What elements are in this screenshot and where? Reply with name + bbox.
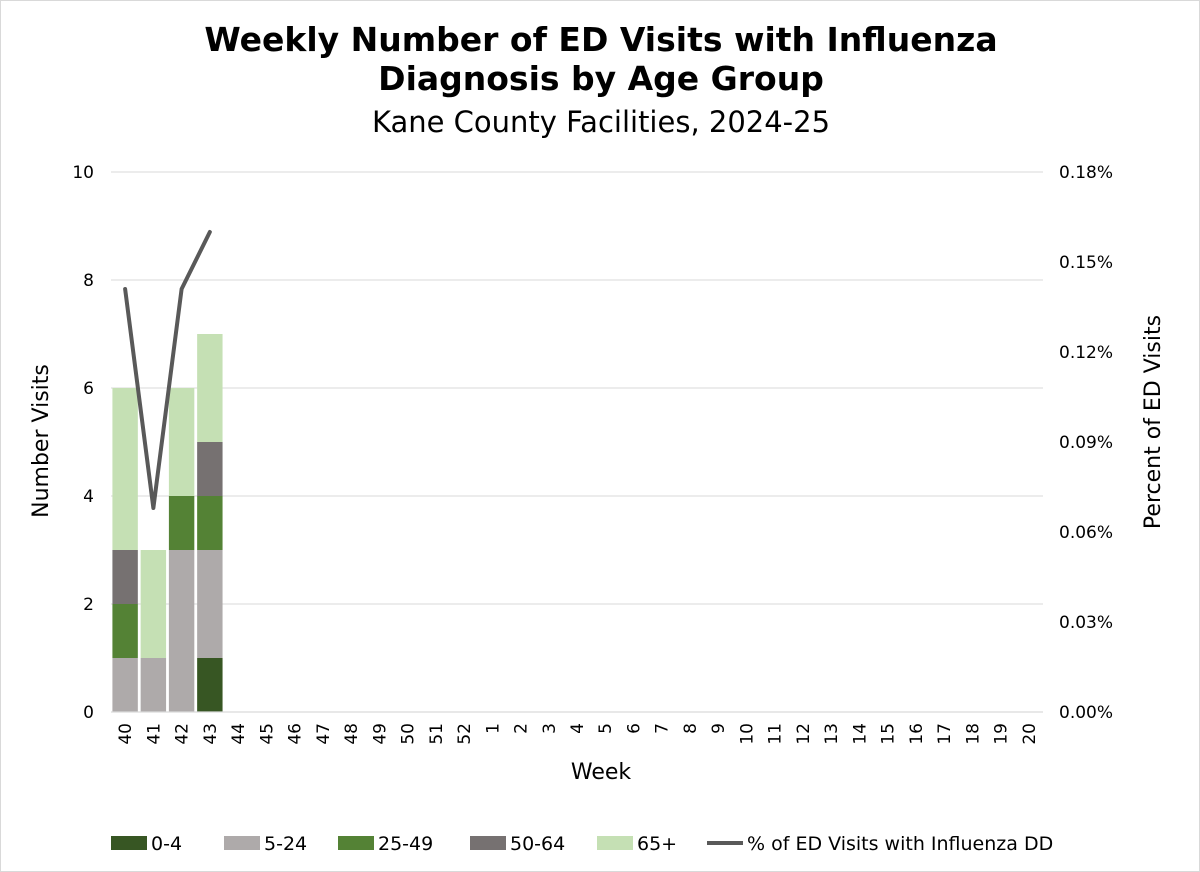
gridlines [111,171,1043,605]
percent-line [123,230,212,510]
y-tick-label: 4 [83,487,94,507]
x-tick-label: 19 [992,723,1012,745]
y2-tick-label: 0.03% [1059,613,1113,633]
x-tick-label: 13 [822,723,842,745]
x-tick-label: 12 [794,723,814,745]
y-axis-title: Number Visits [29,364,54,518]
bar-segment [168,388,195,496]
line-series [123,230,212,510]
y2-tick-label: 0.09% [1059,433,1113,453]
x-tick-label: 42 [173,723,193,745]
x-tick-label: 17 [935,723,955,745]
bar-segment [112,388,138,550]
bar-segment [112,658,138,712]
bar-segment [197,496,223,550]
x-axis-title: Week [571,760,632,785]
bar-segment [197,334,223,442]
bar-segment [197,442,223,496]
x-tick-label: 11 [766,723,786,745]
y-tick-label: 6 [83,379,94,399]
x-tick-label: 50 [399,723,419,745]
x-tick-label: 18 [963,723,983,745]
bar-segment [112,604,138,658]
legend-label: 5-24 [264,833,307,855]
y-tick-label: 2 [83,595,94,615]
x-tick-label: 20 [1020,723,1040,745]
legend-label: 65+ [637,833,677,855]
x-tick-label: 8 [681,723,701,734]
legend-swatch [470,836,506,850]
x-tick-label: 40 [116,723,136,745]
x-tick-label: 49 [370,723,390,745]
y-tick-label: 8 [83,271,94,291]
legend-swatch [597,836,633,850]
legend: 0-4 5-24 25-49 50-64 65+ % of ED Visits with … [111,833,1053,855]
bar-segment [168,496,195,550]
legend-swatch [111,836,147,850]
chart-title-line-1: Weekly Number of ED Visits with Influenz… [204,20,997,59]
y2-tick-label: 0.06% [1059,523,1113,543]
y-tick-label: 10 [72,163,94,183]
x-tick-label: 52 [455,723,475,745]
chart-subtitle: Kane County Facilities, 2024-25 [372,105,830,139]
y2-tick-label: 0.00% [1059,703,1113,723]
legend-label: 50-64 [510,833,565,855]
x-tick-label: 43 [201,723,221,745]
y-axis-right: 0.00% 0.03% 0.06% 0.09% 0.12% 0.15% 0.18% [1059,163,1113,723]
bars [112,334,223,712]
x-tick-label: 7 [653,723,673,734]
x-tick-label: 44 [229,723,249,745]
x-axis: 40 41 42 43 44 45 46 47 48 49 50 51 52 1 2 3 4 5 6 7 8 9 10 11 1… [111,711,1043,745]
x-tick-label: 1 [483,723,503,734]
x-tick-label: 4 [568,723,588,734]
legend-label: 0-4 [151,833,182,855]
legend-swatch [224,836,260,850]
x-tick-label: 14 [850,723,870,745]
bar-segment [168,550,195,712]
legend-swatch [338,836,374,850]
y2-tick-label: 0.15% [1059,253,1113,273]
x-tick-label: 46 [286,723,306,745]
bar-segment [197,550,223,658]
x-tick-label: 51 [427,723,447,745]
x-tick-label: 16 [907,723,927,745]
chart-title-line-2: Diagnosis by Age Group [378,59,824,98]
x-tick-label: 5 [596,723,616,734]
legend-label: % of ED Visits with Influenza DD [747,833,1053,855]
bar-segment [140,658,167,712]
x-tick-label: 9 [709,723,729,734]
legend-label: 25-49 [378,833,433,855]
x-tick-label: 48 [342,723,362,745]
y-axis-left: 0 2 4 6 8 10 [72,163,94,723]
x-tick-label: 3 [540,723,560,734]
x-tick-label: 15 [879,723,899,745]
y2-tick-label: 0.18% [1059,163,1113,183]
x-tick-label: 41 [144,723,164,745]
y2-axis-title: Percent of ED Visits [1141,315,1166,529]
bar-segment [140,550,167,658]
x-tick-label: 47 [314,723,334,745]
x-tick-label: 2 [512,723,532,734]
x-tick-label: 45 [257,723,277,745]
x-tick-label: 6 [624,723,644,734]
y2-tick-label: 0.12% [1059,343,1113,363]
bar-segment [112,550,138,604]
x-tick-label: 10 [737,723,757,745]
y-tick-label: 0 [83,703,94,723]
bar-segment [197,658,223,712]
